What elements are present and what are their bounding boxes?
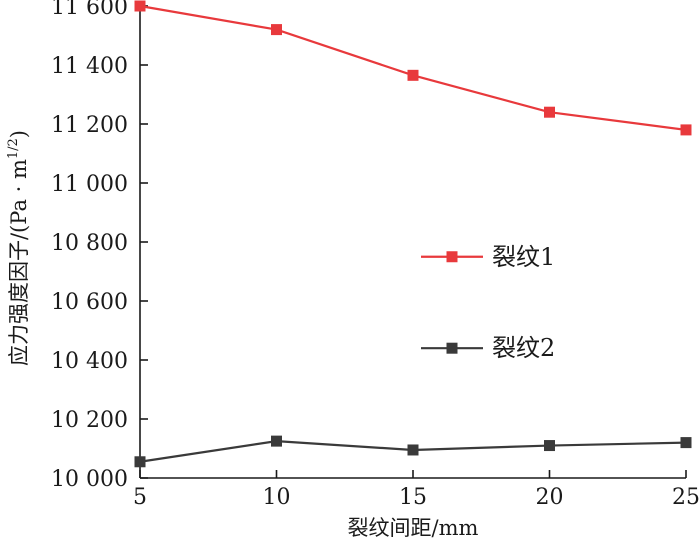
y-tick-label: 11 600: [51, 0, 128, 20]
y-tick-label: 11 200: [51, 113, 128, 138]
x-axis-title: 裂纹间距/mm: [348, 516, 479, 540]
y-tick-label: 11 000: [51, 172, 128, 197]
y-axis-title-close: ): [7, 130, 31, 138]
y-tick-label: 11 400: [51, 54, 128, 79]
x-tick-label: 15: [399, 485, 427, 510]
data-point: [134, 0, 146, 12]
legend-label: 裂纹2: [492, 334, 555, 362]
data-point: [271, 435, 282, 447]
series-2: [134, 435, 692, 468]
y-axis-title-main: 应力强度因子/(Pa · m: [7, 159, 31, 366]
legend-label: 裂纹1: [492, 243, 555, 271]
legend-marker: [446, 342, 458, 354]
y-tick-label: 10 400: [51, 349, 128, 374]
data-point: [134, 456, 146, 468]
legend-item-2: 裂纹2: [421, 334, 555, 362]
y-axis-title-superscript: 1/2: [6, 138, 21, 159]
y-tick-label: 10 600: [51, 290, 128, 315]
data-point: [544, 106, 555, 118]
data-point: [680, 437, 692, 449]
y-axis-title: 应力强度因子/(Pa · m1/2): [6, 130, 31, 366]
legend-item-1: 裂纹1: [421, 243, 555, 271]
data-point: [271, 24, 282, 36]
x-tick-label: 25: [672, 485, 700, 510]
legend-marker: [446, 251, 458, 263]
y-tick-label: 10 800: [51, 231, 128, 256]
data-point: [407, 444, 419, 456]
data-point: [680, 124, 692, 136]
x-tick-label: 20: [536, 485, 564, 510]
series-line: [139, 4, 687, 131]
series-1: [134, 0, 692, 136]
x-axis-ticks: 5 10 15 20 25: [133, 470, 700, 510]
y-tick-label: 10 000: [51, 467, 128, 492]
x-tick-label: 10: [263, 485, 291, 510]
y-axis-ticks: 10 000 10 200 10 400 10 600 10 800 11 000 11 2…: [51, 0, 148, 492]
data-point: [407, 69, 419, 81]
data-point: [544, 440, 555, 452]
series-layer: [134, 0, 692, 468]
y-tick-label: 10 200: [51, 408, 128, 433]
chart-legend: 裂纹1 裂纹2: [421, 243, 555, 362]
x-tick-label: 5: [133, 485, 147, 510]
